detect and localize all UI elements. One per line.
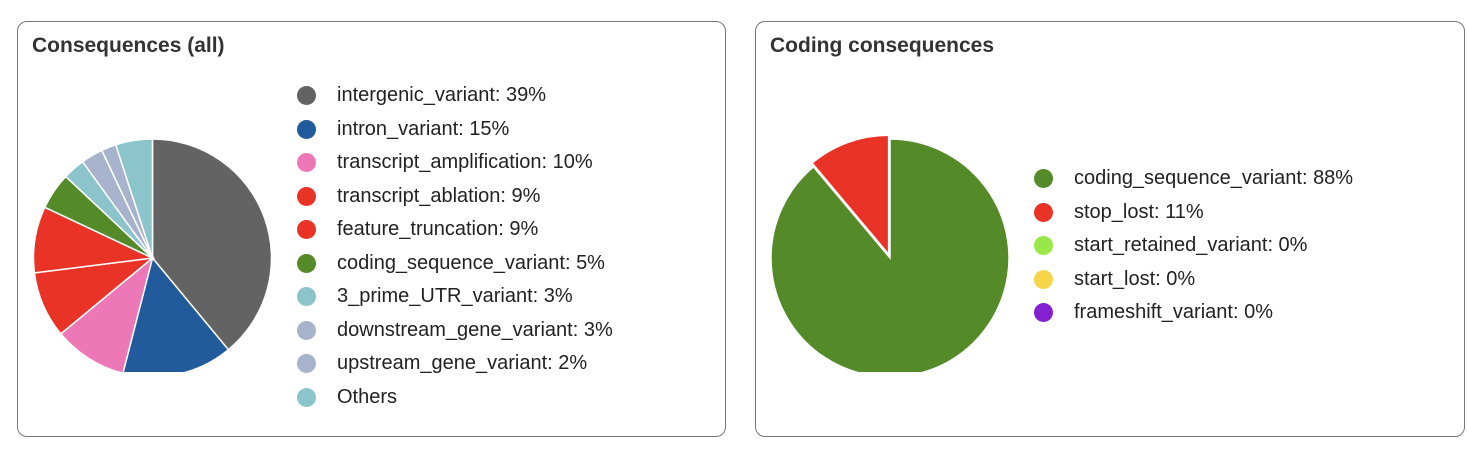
- legend-item[interactable]: stop_lost: 11%: [1034, 196, 1353, 230]
- legend-item[interactable]: 3_prime_UTR_variant: 3%: [297, 280, 613, 314]
- legend-item[interactable]: transcript_amplification: 10%: [297, 146, 613, 180]
- legend-swatch: [1034, 202, 1053, 222]
- legend-swatch: [1034, 303, 1053, 323]
- legend-label: transcript_ablation: 9%: [337, 184, 541, 207]
- legend-item[interactable]: coding_sequence_variant: 88%: [1034, 162, 1353, 196]
- pie-slice-intergenic-variant-39[interactable]: [151, 138, 273, 351]
- legend-item[interactable]: upstream_gene_variant: 2%: [297, 347, 613, 381]
- legend-swatch: [297, 186, 316, 206]
- pie-slice-stop-lost-11[interactable]: [811, 134, 890, 257]
- legend-all-consequences: intergenic_variant: 39% intron_variant: 1…: [297, 79, 613, 414]
- legend-item[interactable]: transcript_ablation: 9%: [297, 180, 613, 214]
- legend-label: upstream_gene_variant: 2%: [337, 352, 588, 375]
- legend-item[interactable]: Others: [297, 381, 613, 415]
- legend-label: start_retained_variant: 0%: [1074, 234, 1308, 257]
- legend-swatch: [297, 287, 316, 307]
- legend-swatch: [297, 354, 316, 374]
- chart-title: Consequences (all): [32, 34, 225, 57]
- pie-slice-others[interactable]: [114, 138, 154, 259]
- pie-chart-coding-consequences: [770, 134, 1010, 372]
- legend-item[interactable]: coding_sequence_variant: 5%: [297, 247, 613, 281]
- legend-label: coding_sequence_variant: 88%: [1074, 167, 1354, 190]
- legend-swatch: [297, 153, 316, 173]
- legend-label: intron_variant: 15%: [337, 117, 510, 140]
- legend-label: Others: [337, 385, 398, 408]
- legend-label: stop_lost: 11%: [1074, 200, 1204, 223]
- legend-label: downstream_gene_variant: 3%: [337, 318, 613, 341]
- legend-swatch: [297, 320, 316, 340]
- legend-label: start_lost: 0%: [1074, 267, 1196, 290]
- legend-swatch: [1034, 169, 1053, 189]
- legend-swatch: [297, 387, 316, 407]
- legend-label: coding_sequence_variant: 5%: [337, 251, 605, 274]
- legend-label: feature_truncation: 9%: [337, 218, 539, 241]
- legend-item[interactable]: start_lost: 0%: [1034, 263, 1353, 297]
- legend-label: 3_prime_UTR_variant: 3%: [337, 285, 573, 308]
- legend-swatch: [297, 253, 316, 273]
- legend-label: intergenic_variant: 39%: [337, 84, 547, 107]
- legend-swatch: [1034, 269, 1053, 289]
- legend-item[interactable]: start_retained_variant: 0%: [1034, 229, 1353, 263]
- legend-item[interactable]: intron_variant: 15%: [297, 113, 613, 147]
- legend-label: transcript_amplification: 10%: [337, 151, 593, 174]
- legend-swatch: [297, 220, 316, 240]
- pie-slice-intron-variant-15[interactable]: [122, 256, 230, 372]
- legend-label: frameshift_variant: 0%: [1074, 301, 1273, 324]
- legend-coding-consequences: coding_sequence_variant: 88% stop_lost: 1…: [1034, 162, 1353, 330]
- chart-panel-coding-consequences: Coding consequences coding_sequence_vari…: [755, 21, 1465, 437]
- legend-swatch: [297, 119, 316, 139]
- pie-chart-all-consequences: [32, 138, 273, 372]
- pie-slice-transcript-amplification-10[interactable]: [59, 255, 154, 372]
- chart-panel-all-consequences: Consequences (all) intergenic_variant: 3…: [17, 21, 726, 437]
- legend-item[interactable]: downstream_gene_variant: 3%: [297, 314, 613, 348]
- legend-swatch: [297, 86, 316, 106]
- legend-swatch: [1034, 236, 1053, 256]
- legend-item[interactable]: feature_truncation: 9%: [297, 213, 613, 247]
- legend-item[interactable]: intergenic_variant: 39%: [297, 79, 613, 113]
- pie-slice-coding-sequence-variant-88[interactable]: [770, 138, 1010, 372]
- legend-item[interactable]: frameshift_variant: 0%: [1034, 296, 1353, 330]
- chart-title: Coding consequences: [770, 34, 995, 57]
